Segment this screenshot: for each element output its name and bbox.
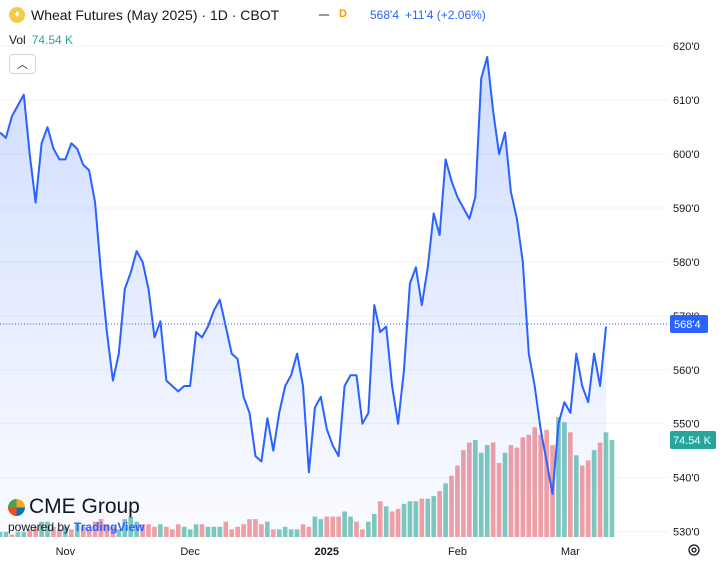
price-tick-label: 600'0 [673,149,700,161]
time-tick-label: Feb [448,546,467,558]
price-tick-label: 530'0 [673,527,700,539]
time-tick-label: Dec [180,546,200,558]
price-area [0,56,607,537]
volume-legend: Vol 74.54 K [9,33,73,47]
price-change: +11'4 (+2.06%) [405,8,486,22]
powered-by-text: powered by [8,520,71,534]
cme-globe-icon [8,498,25,516]
price-axis[interactable]: 620'0610'0600'0590'0580'0570'0560'0550'0… [670,41,716,539]
last-price-label-text: 568'4 [674,319,701,331]
last-price-label: 568'4 [670,314,708,333]
time-axis[interactable]: Nov Dec 2025 Feb Mar [56,546,581,558]
tradingview-logo-text: TradingView [74,520,145,534]
volume-label: Vol [9,33,26,47]
time-tick-label: Mar [561,546,580,558]
price-tick-label: 540'0 [673,473,700,485]
symbol-title[interactable]: Wheat Futures (May 2025) · 1D · CBOT [31,7,280,23]
time-tick-label: Nov [56,546,76,558]
price-tick-label: 560'0 [673,365,700,377]
volume-label-text: 74.54 K [673,435,712,447]
chevron-up-icon: ︿ [17,59,28,71]
time-tick-label: 2025 [315,546,339,558]
price-line [0,56,607,495]
price-tick-label: 620'0 [673,41,700,53]
delayed-badge[interactable]: D [339,8,347,20]
volume-value: 74.54 K [31,33,74,47]
price-tick-label: 590'0 [673,203,700,215]
price-tick-label: 580'0 [673,257,700,269]
wheat-icon[interactable]: ♦ [9,7,25,23]
volume-value-label: 74.54 K [670,430,716,449]
cme-group-logo: CME Group [8,495,140,519]
volume-bar [609,439,615,537]
last-price: 568'4 [370,8,399,22]
powered-by-tradingview[interactable]: powered by TradingView [8,520,145,534]
price-tick-label: 610'0 [673,95,700,107]
volume-label-bg [670,430,716,449]
collapse-legend-button[interactable]: ︿ [9,54,36,74]
gear-icon[interactable] [687,543,701,557]
chart-header: ♦ Wheat Futures (May 2025) · 1D · CBOT D… [0,0,722,30]
quote-values: 568'4 +11'4 (+2.06%) [370,8,486,22]
price-tick-label: 550'0 [673,419,700,431]
cme-logo-text: CME Group [29,495,140,518]
price-area-fill [0,57,606,537]
last-price-label-bg [670,314,708,333]
dash-icon [319,14,329,16]
